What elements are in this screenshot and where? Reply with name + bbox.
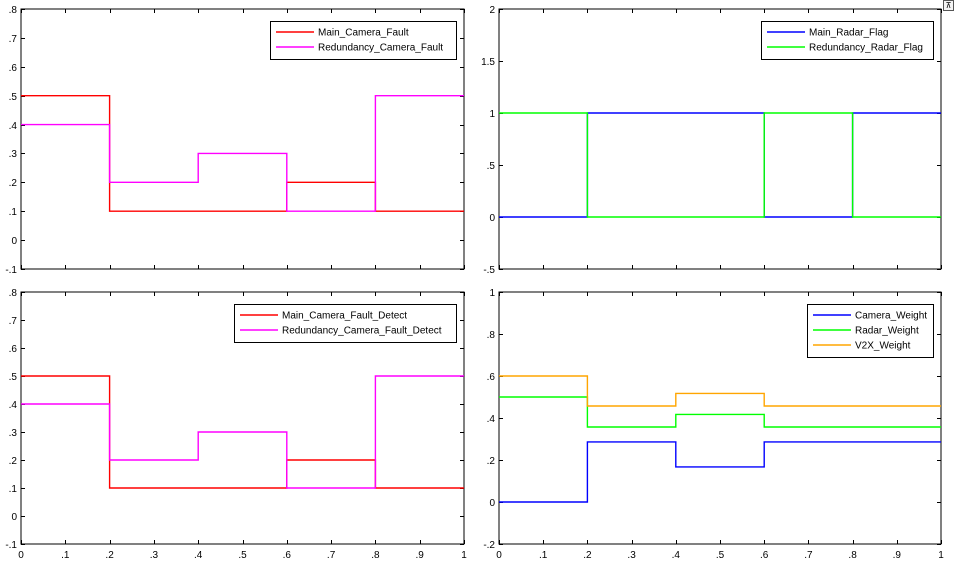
x-tick-label: .1	[539, 550, 548, 561]
y-tick-label: .1	[9, 207, 18, 218]
x-tick-label: .9	[893, 550, 902, 561]
y-tick-label: .5	[487, 161, 496, 172]
y-tick-label: 1.5	[481, 57, 495, 68]
series-line-2	[499, 396, 941, 428]
legend-box	[234, 304, 457, 343]
x-tick-label: 0	[496, 550, 502, 561]
x-tick-label: .6	[283, 550, 292, 561]
legend: Main_Camera_Fault_Detect Redundancy_Camer…	[234, 304, 457, 343]
legend: Camera_Weight Radar_Weight V2X_Weight	[807, 304, 934, 358]
y-tick-label: .6	[487, 372, 496, 383]
x-tick-label: .2	[105, 550, 114, 561]
legend-label: V2X_Weight	[855, 341, 911, 352]
legend-box	[807, 304, 934, 358]
y-tick-label: .4	[487, 414, 496, 425]
y-tick-label: .2	[9, 178, 18, 189]
y-tick-label: .6	[9, 344, 18, 355]
x-tick-label: .3	[150, 550, 159, 561]
axes-panel-1: -.1 0 .1 .2 .3 .4 .5 .6 .7 .8 Main_Camera_Fault Red…	[5, 5, 465, 276]
y-tick-label: 0	[11, 512, 17, 523]
y-tick-label: 0	[11, 236, 17, 247]
y-tick-label: .6	[9, 63, 18, 74]
x-tick-label: .8	[848, 550, 857, 561]
x-tick-label: .5	[716, 550, 725, 561]
x-tick-label: .6	[760, 550, 769, 561]
y-tick-label: .3	[9, 149, 18, 160]
y-tick-label: 0	[489, 213, 495, 224]
legend-label: Main_Camera_Fault	[318, 28, 409, 39]
series-line-1	[499, 441, 941, 503]
legend-box	[761, 21, 934, 60]
y-tick-label: .1	[9, 484, 18, 495]
x-tick-label: 1	[461, 550, 467, 561]
x-tick-label: .9	[416, 550, 425, 561]
dock-figure-icon[interactable]: ⊼	[943, 0, 954, 11]
y-tick-label: .2	[9, 456, 18, 467]
legend-box	[270, 21, 457, 60]
y-tick-label: .5	[9, 372, 18, 383]
x-tick-label: 0	[18, 550, 24, 561]
y-tick-label: -.5	[483, 265, 495, 276]
y-tick-label: -.1	[5, 265, 17, 276]
y-tick-label: .2	[487, 456, 496, 467]
y-tick-label: .7	[9, 34, 18, 45]
axes-panel-3: -.10.1.2.3.4.5.6.7.80.1.2.3.4.5.6.7.8.9 1…	[5, 288, 467, 561]
y-tick-label: 1	[489, 109, 495, 120]
y-tick-label: .4	[9, 121, 18, 132]
x-tick-label: 1	[938, 550, 944, 561]
x-tick-label: .5	[238, 550, 247, 561]
y-tick-label: -.1	[5, 540, 17, 551]
x-tick-label: .8	[371, 550, 380, 561]
legend-label: Redundancy_Camera_Fault	[318, 43, 443, 54]
y-tick-label: .3	[9, 428, 18, 439]
y-tick-label: .8	[9, 288, 18, 299]
legend-label: Main_Radar_Flag	[809, 28, 889, 39]
x-tick-label: .1	[61, 550, 70, 561]
legend-label: Radar_Weight	[855, 326, 919, 337]
legend-label: Camera_Weight	[855, 311, 927, 322]
y-tick-label: .4	[9, 400, 18, 411]
legend-label: Redundancy_Camera_Fault_Detect	[282, 326, 442, 337]
x-tick-label: .4	[194, 550, 203, 561]
series-line-2	[499, 112, 941, 218]
y-tick-label: 1	[489, 288, 495, 299]
series-line-3	[499, 375, 941, 407]
x-tick-label: .4	[672, 550, 681, 561]
legend: Main_Camera_Fault Redundancy_Camera_Fault	[270, 21, 457, 60]
y-tick-label: -.2	[483, 540, 495, 551]
series-line-2	[21, 95, 464, 212]
x-tick-label: .7	[804, 550, 813, 561]
y-tick-label: 0	[489, 498, 495, 509]
y-tick-label: 2	[489, 5, 495, 16]
y-tick-label: .8	[487, 330, 496, 341]
y-tick-label: .8	[9, 5, 18, 16]
axes-panel-4: -.20.2.4.6.810.1.2.3.4.5.6.7.8.9 1Camera_…	[483, 288, 944, 561]
legend-label: Main_Camera_Fault_Detect	[282, 311, 407, 322]
axes-panel-2: -.5 0 .5 1 1.5 2 Main_Radar_Flag Redundancy_Rad…	[481, 5, 942, 276]
legend: Main_Radar_Flag Redundancy_Radar_Flag	[761, 21, 934, 60]
series-line-2	[21, 375, 464, 489]
x-tick-label: .3	[627, 550, 636, 561]
legend-label: Redundancy_Radar_Flag	[809, 43, 923, 54]
y-tick-label: .7	[9, 316, 18, 327]
x-tick-label: .2	[583, 550, 592, 561]
x-tick-label: .7	[327, 550, 336, 561]
y-tick-label: .5	[9, 92, 18, 103]
